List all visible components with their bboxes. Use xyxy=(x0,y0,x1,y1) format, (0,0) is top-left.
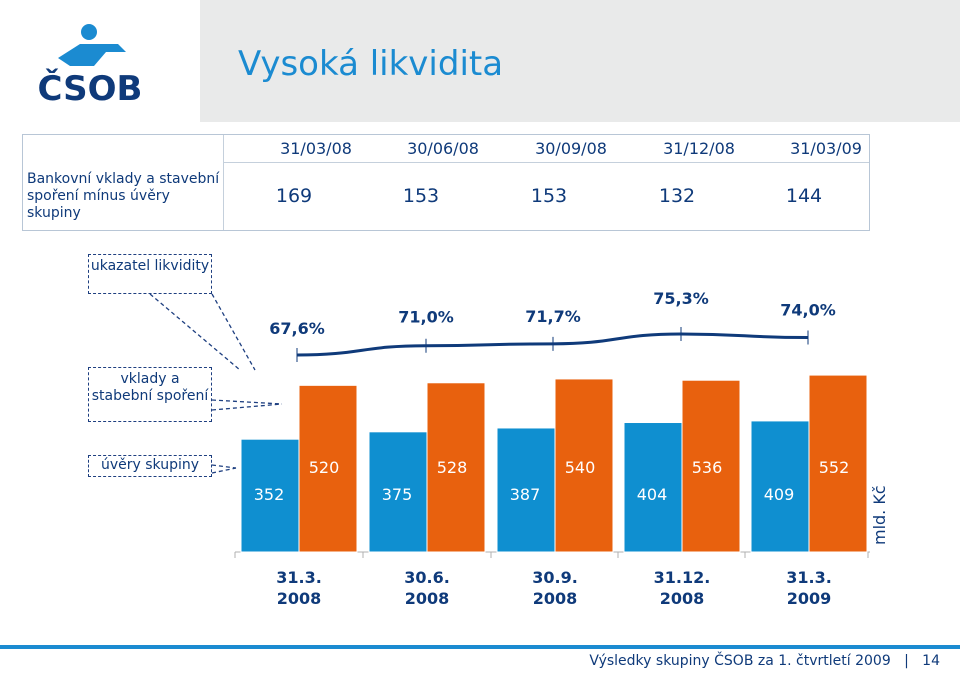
logo-figure-head xyxy=(81,24,97,40)
csob-logo: ČSOB xyxy=(38,24,143,108)
bar-vklady xyxy=(681,379,741,553)
x-axis-label: 2008 xyxy=(277,589,322,608)
bar-label-vklady: 540 xyxy=(565,458,596,477)
ratio-label: 74,0% xyxy=(780,301,836,320)
table-value: 169 xyxy=(275,185,313,207)
ratio-label: 71,7% xyxy=(525,307,581,326)
x-axis-label: 31.3. xyxy=(276,568,322,587)
table-date: 30/09/08 xyxy=(535,139,607,158)
leader-ukazatel-b xyxy=(211,293,256,371)
bar-label-uvery: 387 xyxy=(510,485,541,504)
table-date: 30/06/08 xyxy=(407,139,479,158)
label-uvery: úvěry skupiny xyxy=(88,455,212,477)
table-row-label: Bankovní vklady a stavební spoření mínus… xyxy=(27,171,220,221)
leader-vklady-b xyxy=(211,403,283,411)
ratio-label: 67,6% xyxy=(269,319,325,338)
bar-uvery xyxy=(368,431,428,553)
page-title: Vysoká likvidita xyxy=(238,44,504,84)
header: ČSOB Vysoká likvidita xyxy=(0,0,960,122)
footer: Výsledky skupiny ČSOB za 1. čtvrtletí 20… xyxy=(0,645,960,680)
bars-group: 352 520 375 528 387 540 404 536 409 552 xyxy=(234,374,870,558)
ratio-label: 75,3% xyxy=(653,289,709,308)
leader-uvery-b xyxy=(211,467,237,474)
bar-label-uvery: 352 xyxy=(254,485,285,504)
table-divider-horizontal xyxy=(223,162,869,163)
x-axis-label: 30.9. xyxy=(532,568,578,587)
bar-vklady xyxy=(554,378,614,553)
x-axis-label: 2009 xyxy=(787,589,832,608)
leader-ukazatel-a xyxy=(149,293,241,371)
x-axis-label: 30.6. xyxy=(404,568,450,587)
table-value: 153 xyxy=(402,185,440,207)
leader-vklady-a xyxy=(211,399,283,405)
table-value: 144 xyxy=(785,185,823,207)
bar-label-uvery: 404 xyxy=(637,485,668,504)
table-date: 31/03/08 xyxy=(280,139,352,158)
table-date: 31/03/09 xyxy=(790,139,862,158)
bar-label-uvery: 375 xyxy=(382,485,413,504)
footer-title: Výsledky skupiny ČSOB za 1. čtvrtletí 20… xyxy=(589,653,891,669)
table-value: 132 xyxy=(658,185,696,207)
ratio-label: 71,0% xyxy=(398,308,454,327)
logo-text: ČSOB xyxy=(38,68,143,108)
leader-uvery-a xyxy=(211,464,237,469)
x-axis-label: 31.3. xyxy=(786,568,832,587)
ratio-line-group: 67,6% 71,0% 71,7% 75,3% 74,0% xyxy=(269,289,836,362)
bar-vklady xyxy=(426,382,486,553)
x-axis-label: 2008 xyxy=(405,589,450,608)
bar-uvery xyxy=(240,438,300,553)
bar-vklady xyxy=(808,374,868,553)
x-axis-label: 2008 xyxy=(533,589,578,608)
x-axis-label: 31.12. xyxy=(654,568,711,587)
bar-label-vklady: 552 xyxy=(819,458,850,477)
header-background xyxy=(200,0,960,122)
bar-uvery xyxy=(496,427,556,553)
footer-bar xyxy=(0,645,960,649)
table-divider-vertical xyxy=(223,135,224,230)
bar-label-vklady: 536 xyxy=(692,458,723,477)
leader-lines xyxy=(149,293,283,474)
bar-vklady xyxy=(298,384,358,553)
footer-separator: | xyxy=(895,653,918,669)
summary-table: Bankovní vklady a stavební spoření mínus… xyxy=(22,134,870,231)
bar-uvery xyxy=(750,420,810,553)
table-date: 31/12/08 xyxy=(663,139,735,158)
label-ukazatel-likvidity: ukazatel likvidity xyxy=(88,254,212,294)
bar-label-vklady: 520 xyxy=(309,458,340,477)
logo-figure-body xyxy=(58,44,126,66)
x-axis-labels: 31.3. 2008 30.6. 2008 30.9. 2008 31.12. 2008 31.… xyxy=(276,568,832,608)
bar-uvery xyxy=(623,422,683,553)
bar-label-vklady: 528 xyxy=(437,458,468,477)
x-axis-label: 2008 xyxy=(660,589,705,608)
bar-label-uvery: 409 xyxy=(764,485,795,504)
page-number: 14 xyxy=(922,653,940,669)
label-vklady: vklady a stabební spoření xyxy=(88,367,212,422)
footer-text: Výsledky skupiny ČSOB za 1. čtvrtletí 20… xyxy=(589,653,940,669)
table-value: 153 xyxy=(530,185,568,207)
unit-label: mld. Kč xyxy=(870,485,889,545)
